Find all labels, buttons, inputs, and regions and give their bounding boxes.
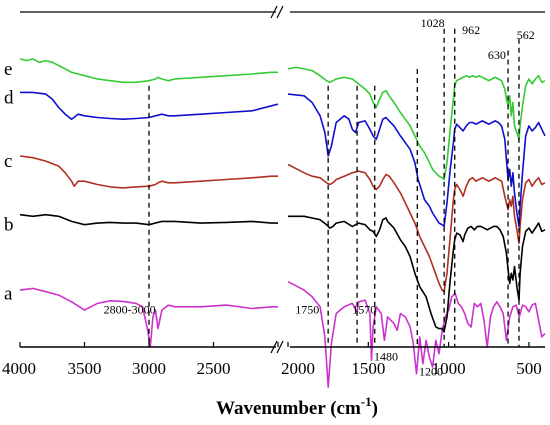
axis-break-mark [276,340,284,354]
annotation-1570: 1570 [352,303,376,317]
annotation-962: 962 [462,23,480,37]
annotation-1750: 1750 [295,303,319,317]
series-label-e: e [4,59,12,80]
annotation-1200: 1200 [419,364,443,378]
axis-break-mark [276,5,284,19]
annotation-562: 562 [517,28,535,42]
axis-break-mark [270,340,278,354]
series-label-b: b [4,215,14,236]
series-label-c: c [4,151,12,172]
series-label-a: a [4,283,13,304]
reference-lines: 2800-3000 1750 1570 1480 1200 1028 962 630 562 [104,16,535,378]
annotation-630: 630 [488,48,506,62]
series-labels: a b c de [4,59,14,304]
x-tick-label-2000: 2000 [281,359,315,378]
x-tick-label-3000: 3000 [132,359,166,378]
x-tick-label-1000: 1000 [432,359,466,378]
x-axis-title: Wavenumber (cm-1) [216,394,378,419]
x-axis-title-superscript: -1 [361,394,372,409]
series-label-d: d [4,87,14,108]
series-line-d [20,91,546,228]
series-line-e [19,58,546,181]
annotation-2800-3000: 2800-3000 [104,303,156,317]
x-axis-title-text: Wavenumber (cm [216,398,361,419]
series-line-b [19,213,546,333]
x-tick-label-1500: 1500 [351,359,385,378]
x-axis: 4000 3500 3000 2500 2000 1500 1000 500 [2,5,545,378]
annotation-1028: 1028 [421,16,445,30]
annotation-1480: 1480 [374,349,398,363]
x-tick-label-4000: 4000 [2,359,36,378]
axis-break-mark [270,5,278,19]
x-tick-label-500: 500 [516,359,542,378]
x-tick-label-2500: 2500 [197,359,231,378]
x-axis-title-close: ) [372,398,378,419]
x-tick-label-3500: 3500 [68,359,102,378]
series-line-c [19,155,546,293]
series-layer [19,58,546,388]
